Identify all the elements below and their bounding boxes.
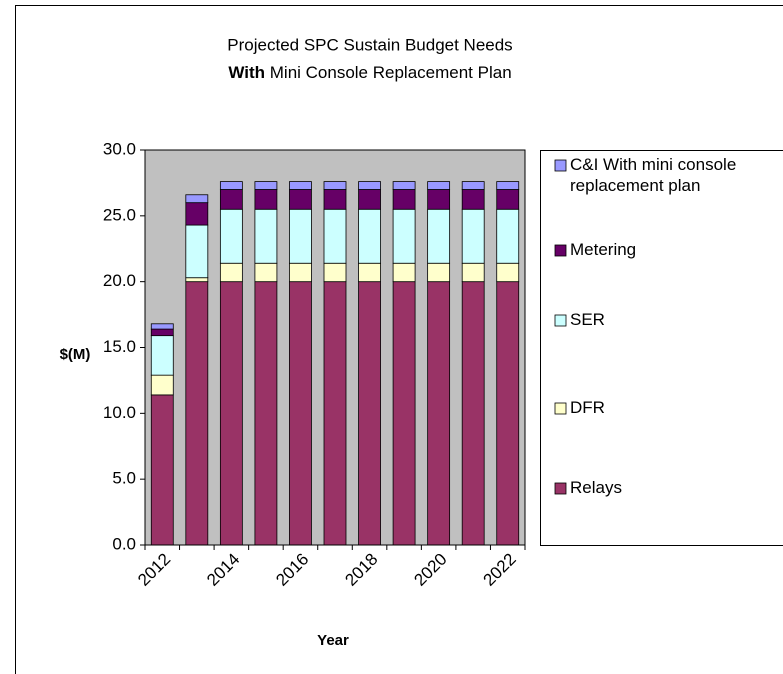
bar-segment [392, 262, 416, 283]
bar-segment [461, 262, 485, 283]
bar-segment [427, 208, 451, 264]
bar-segment [254, 181, 278, 190]
bar-segment [289, 189, 312, 210]
bar-segment [289, 208, 312, 264]
bar-segment [427, 262, 451, 283]
bar-segment [358, 208, 381, 264]
bar-segment [185, 277, 209, 283]
legend-item: Relays [570, 478, 622, 497]
bar-segment [358, 281, 381, 546]
legend-item: DFR [570, 398, 605, 417]
bar-segment [150, 328, 174, 337]
legend-item: SER [570, 310, 605, 329]
y-tick-label: 30.0 [103, 139, 136, 158]
bar-segment [496, 281, 520, 546]
chart-title: Projected SPC Sustain Budget Needs [227, 35, 512, 54]
bar-segment [358, 181, 381, 190]
legend-item: C&I With mini console replacement plan [570, 155, 737, 195]
bar-segment [427, 281, 451, 546]
bar-segment [150, 335, 174, 376]
bar-segment [461, 181, 485, 190]
bar-segment [358, 262, 381, 283]
bar-segment [496, 181, 520, 190]
y-tick-label: 0.0 [112, 534, 136, 553]
legend-label: SER [570, 310, 605, 329]
bar-segment [219, 281, 243, 546]
bar-segment [323, 281, 347, 546]
bar-segment [150, 323, 174, 330]
bar-segment [185, 281, 209, 546]
bar-segment [392, 189, 416, 210]
legend-swatch [554, 402, 567, 415]
y-tick-label: 15.0 [103, 337, 136, 356]
bar-segment [289, 281, 312, 546]
bar-segment [323, 181, 347, 190]
bar-segment [150, 374, 174, 396]
bar-segment [358, 189, 381, 210]
bar-segment [254, 262, 278, 283]
legend-label: Relays [570, 478, 622, 497]
bar-segment [392, 208, 416, 264]
bar-segment [185, 224, 209, 279]
legend-swatch [554, 314, 567, 327]
bar-segment [219, 208, 243, 264]
legend-swatch [554, 159, 567, 172]
bar-segment [323, 262, 347, 283]
bar-segment [323, 208, 347, 264]
subtitle-rest: Mini Console Replacement Plan [270, 63, 512, 82]
legend-swatch [554, 244, 567, 257]
bar-segment [427, 181, 451, 190]
bar-segment [496, 208, 520, 264]
legend-label: DFR [570, 398, 605, 417]
bar-segment [323, 189, 347, 210]
bar-segment [185, 202, 209, 226]
bar-segment [219, 262, 243, 283]
bar-segment [461, 281, 485, 546]
bar-segment [461, 189, 485, 210]
subtitle-bold: With [228, 63, 265, 82]
bar-segment [461, 208, 485, 264]
bar-segment [185, 194, 209, 204]
bar-segment [392, 181, 416, 190]
legend-box [540, 150, 783, 546]
bar-segment [496, 262, 520, 283]
bar-segment [219, 181, 243, 190]
bar-segment [254, 189, 278, 210]
chart-subtitle: With Mini Console Replacement Plan [228, 63, 511, 82]
bar-segment [427, 189, 451, 210]
legend-label: Metering [570, 240, 637, 259]
x-axis-label: Year [317, 632, 349, 649]
bar-segment [496, 189, 520, 210]
bar-segment [392, 281, 416, 546]
y-tick-label: 5.0 [112, 469, 136, 488]
bar-segment [150, 394, 174, 546]
legend-item: Metering [570, 240, 637, 259]
bar-segment [289, 262, 312, 283]
bar-segment [289, 181, 312, 190]
bar-segment [254, 281, 278, 546]
bar-segment [254, 208, 278, 264]
y-tick-label: 10.0 [103, 403, 136, 422]
y-tick-label: 25.0 [103, 205, 136, 224]
y-tick-label: 20.0 [103, 271, 136, 290]
legend-label: C&I With mini console replacement plan [570, 155, 737, 195]
y-axis-label: $(M) [60, 346, 91, 363]
legend-swatch [554, 482, 567, 495]
bar-segment [219, 189, 243, 210]
